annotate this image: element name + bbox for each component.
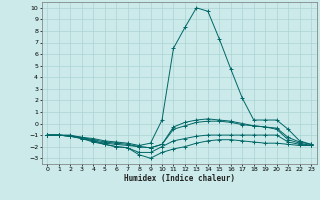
X-axis label: Humidex (Indice chaleur): Humidex (Indice chaleur) — [124, 174, 235, 183]
